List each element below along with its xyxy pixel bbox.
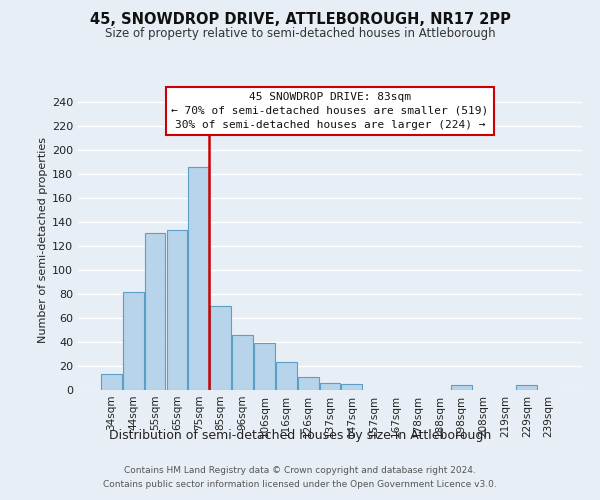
Bar (123, 292, 143, 390)
Bar (451, 385, 472, 390)
Text: Distribution of semi-detached houses by size in Attleborough: Distribution of semi-detached houses by … (109, 428, 491, 442)
Bar (210, 306, 231, 390)
Bar (298, 377, 319, 390)
Bar (320, 383, 340, 390)
Text: 45 SNOWDROP DRIVE: 83sqm
← 70% of semi-detached houses are smaller (519)
30% of : 45 SNOWDROP DRIVE: 83sqm ← 70% of semi-d… (172, 92, 488, 130)
Bar (517, 385, 537, 390)
Text: Size of property relative to semi-detached houses in Attleborough: Size of property relative to semi-detach… (104, 28, 496, 40)
Bar (232, 335, 253, 390)
Text: Contains HM Land Registry data © Crown copyright and database right 2024.
Contai: Contains HM Land Registry data © Crown c… (103, 466, 497, 488)
Text: 45, SNOWDROP DRIVE, ATTLEBOROUGH, NR17 2PP: 45, SNOWDROP DRIVE, ATTLEBOROUGH, NR17 2… (89, 12, 511, 28)
Y-axis label: Number of semi-detached properties: Number of semi-detached properties (38, 137, 48, 343)
Bar (341, 384, 362, 390)
Bar (254, 343, 275, 390)
Bar (167, 230, 187, 390)
Bar (101, 374, 122, 390)
Bar (145, 233, 166, 390)
Bar (188, 167, 209, 390)
Bar (276, 362, 296, 390)
